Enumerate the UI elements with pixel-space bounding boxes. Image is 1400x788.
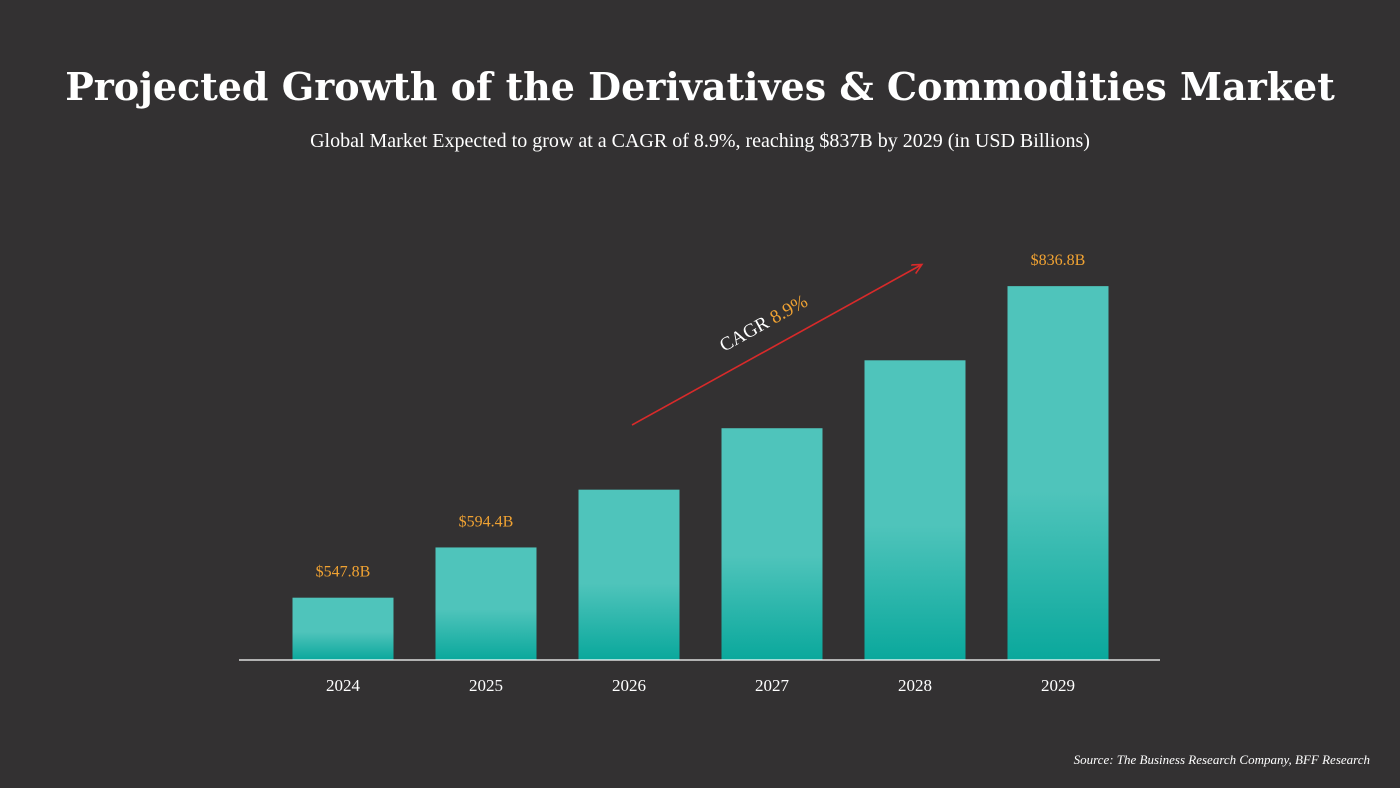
- data-labels: $547.8B $594.4B $836.8B: [316, 252, 1086, 581]
- x-tick-2029: 2029: [1041, 676, 1075, 695]
- chart-subtitle: Global Market Expected to grow at a CAGR…: [310, 130, 1090, 152]
- bar-2024: [292, 597, 394, 660]
- data-label-2025: $594.4B: [459, 513, 514, 530]
- chart-title: Projected Growth of the Derivatives & Co…: [65, 64, 1335, 109]
- x-tick-2028: 2028: [898, 676, 932, 695]
- cagr-annotation: CAGR 8.9%: [716, 291, 811, 357]
- data-label-2024: $547.8B: [316, 564, 371, 581]
- x-tick-2024: 2024: [326, 676, 361, 695]
- cagr-arrow: [631, 265, 921, 426]
- cagr-annotation-value: 8.9%: [767, 291, 812, 329]
- x-tick-2026: 2026: [612, 676, 646, 695]
- bar-2025: [435, 547, 537, 660]
- data-label-2029: $836.8B: [1031, 252, 1086, 269]
- x-tick-2025: 2025: [469, 676, 503, 695]
- bar-2027: [721, 428, 823, 660]
- bar-2029: [1007, 286, 1109, 660]
- bar-2026: [578, 489, 680, 660]
- source-note: Source: The Business Research Company, B…: [1073, 752, 1370, 767]
- bar-series: [292, 286, 1109, 660]
- bar-2028: [864, 360, 966, 660]
- x-tick-labels: 2024 2025 2026 2027 2028 2029: [326, 676, 1075, 695]
- x-tick-2027: 2027: [755, 676, 790, 695]
